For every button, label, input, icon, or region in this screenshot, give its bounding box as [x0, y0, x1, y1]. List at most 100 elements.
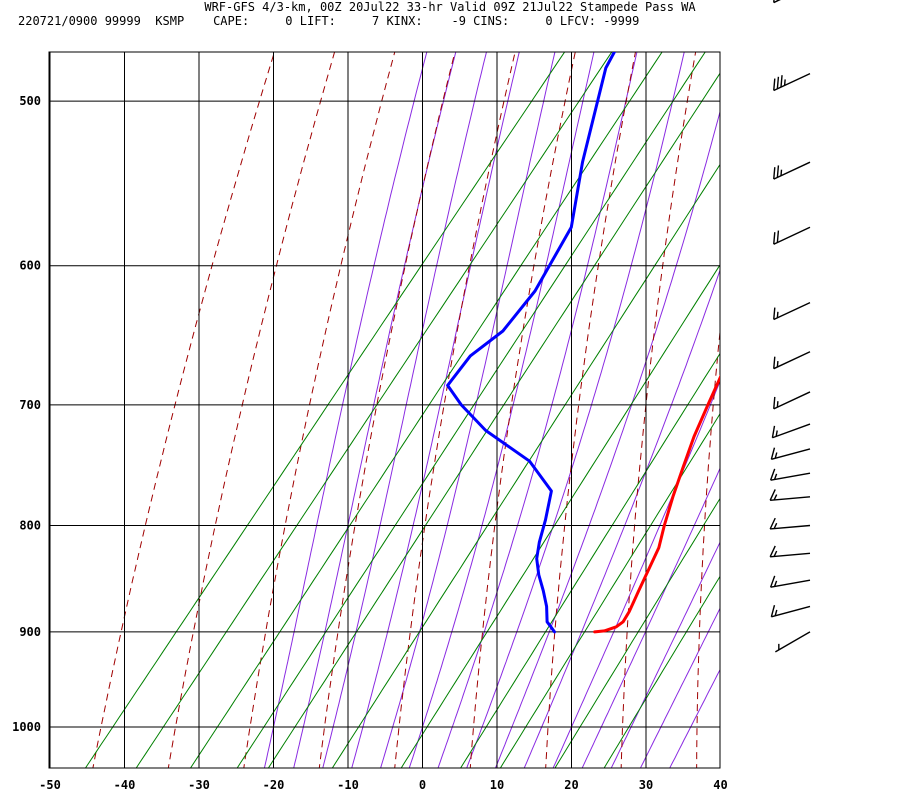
grid-lines [49, 52, 720, 768]
wind-barb [773, 351, 811, 370]
wind-barb-feather [783, 79, 786, 86]
dry-adiabat [771, 0, 846, 771]
wind-barb-feather [776, 401, 779, 408]
wind-barb-feather [769, 489, 776, 501]
wind-barb-feather [769, 517, 776, 530]
mixing-ratio-line [236, 52, 706, 768]
wind-barb-feather [773, 307, 776, 320]
chart-title: WRF-GFS 4/3-km, 00Z 20Jul22 33-hr Valid … [204, 0, 696, 14]
dry-adiabat [469, 52, 576, 768]
wind-barb-feather [773, 232, 776, 245]
wind-barb [770, 447, 811, 461]
x-tick-label: -10 [337, 778, 359, 792]
mixing-ratio-line [460, 352, 720, 768]
wind-barb-feather [773, 580, 778, 587]
wind-barb-staff [770, 496, 811, 502]
y-tick-label: 600 [19, 259, 41, 273]
wind-barb [773, 161, 811, 180]
mixing-ratio-line [400, 263, 720, 768]
y-tick-label: 900 [19, 625, 41, 639]
x-tick-label: 0 [419, 778, 426, 792]
moist-adiabat [610, 541, 720, 768]
wind-barb-staff [770, 579, 811, 588]
moist-adiabat [639, 607, 720, 768]
sounding-traces [446, 52, 720, 634]
mixing-ratio-line [331, 163, 720, 768]
mixing-ratio-line [84, 52, 566, 768]
sounding-stats: 220721/0900 99999 KSMP CAPE: 0 LIFT: 7 K… [18, 14, 640, 28]
wind-barb [773, 391, 811, 410]
x-tick-label: 20 [564, 778, 578, 792]
wind-barb-staff [773, 226, 811, 245]
moist-adiabat [552, 380, 720, 768]
x-tick-label: 10 [490, 778, 504, 792]
wind-barb-staff [773, 72, 811, 92]
wind-barb [773, 226, 811, 245]
wind-barb-feather [774, 609, 778, 616]
moist-adiabats [263, 52, 720, 768]
wind-barb-staff [771, 605, 811, 618]
wind-barb-feather [776, 230, 780, 243]
wind-barb-feather [776, 311, 779, 318]
plot-background [49, 52, 720, 768]
y-tick-label: 800 [19, 519, 41, 533]
moist-adiabat [322, 52, 487, 768]
wind-barb [769, 517, 811, 530]
wind-barb-feather [773, 494, 778, 501]
wind-barb-feather [769, 468, 776, 481]
x-tick-label: 30 [639, 778, 653, 792]
x-tick-label: 40 [713, 778, 727, 792]
wind-barb-feather [774, 452, 778, 459]
wind-barb-staff [773, 0, 781, 4]
wind-barb-feather [780, 169, 783, 176]
moist-adiabat [263, 52, 428, 768]
wind-barb-staff [770, 472, 811, 481]
dry-adiabat [394, 52, 516, 768]
wind-barb-feather [776, 165, 780, 178]
moist-adiabat [293, 52, 457, 768]
wind-barb-feather [773, 356, 776, 369]
wind-barb-feather [773, 473, 778, 480]
wind-barb-staff [770, 552, 811, 558]
moist-adiabat [351, 52, 520, 768]
dry-adiabat [167, 52, 336, 768]
mixing-ratio-line [135, 52, 613, 768]
mixing-ratio-line [267, 72, 720, 768]
wind-barb-staff [773, 351, 811, 370]
wind-barb-staff [771, 448, 811, 461]
x-tick-label: -50 [39, 778, 61, 792]
wind-barbs [769, 0, 811, 653]
wind-barb-feather [773, 396, 776, 409]
wind-barb [775, 631, 811, 653]
wind-barb [769, 545, 811, 558]
x-tick-label: -30 [188, 778, 210, 792]
wind-barb-feather [769, 545, 776, 558]
wind-barb [769, 575, 811, 588]
moist-adiabat [494, 110, 720, 768]
dry-adiabat [545, 52, 636, 768]
wind-barb-feather [771, 425, 776, 438]
dewpoint-trace [446, 52, 617, 634]
wind-barb [773, 72, 811, 92]
wind-barb-feather [769, 575, 776, 588]
temperature-trace [593, 374, 720, 634]
dry-adiabat [844, 0, 900, 771]
wind-barb-feather [780, 75, 783, 88]
wind-barb [771, 423, 811, 439]
dry-adiabat [243, 52, 396, 768]
moist-adiabat [466, 52, 685, 768]
moist-adiabat [581, 467, 720, 768]
wind-barb-feather [773, 78, 776, 91]
wind-barb-feather [770, 447, 776, 460]
x-tick-label: -20 [263, 778, 285, 792]
x-axis-ticks: -50 -40 -30 -20 -10 0 10 20 30 40 [39, 778, 728, 792]
mixing-ratio-lines [84, 52, 720, 768]
y-tick-label: 700 [19, 398, 41, 412]
wind-barb [773, 301, 811, 321]
moist-adiabat [523, 268, 720, 768]
mixing-ratio-line [554, 497, 720, 768]
y-axis-ticks: 4005006007008009001000 [12, 94, 41, 734]
plot-frame [48, 51, 721, 769]
wind-barb-feather [773, 522, 778, 529]
wind-barb-feather [770, 605, 776, 617]
